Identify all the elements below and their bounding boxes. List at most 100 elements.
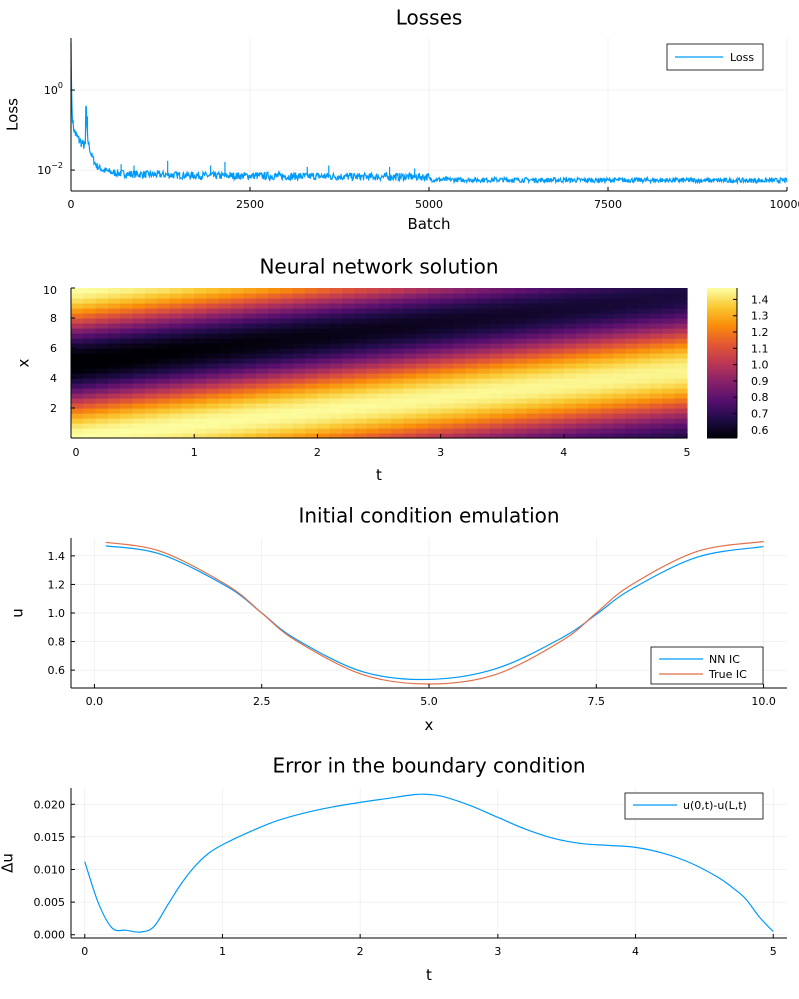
heatmap-cell: [440, 378, 454, 384]
heatmap-cells: [71, 288, 688, 439]
heatmap-cell: [625, 408, 639, 414]
heatmap-cell: [255, 408, 269, 414]
y-tick-label: 0.6: [48, 664, 66, 677]
heatmap-cell: [132, 403, 146, 409]
heatmap-cell: [157, 318, 171, 324]
y-tick-label: 8: [50, 312, 57, 325]
heatmap-cell: [637, 328, 651, 334]
heatmap-cell: [231, 298, 245, 304]
heatmap-cell: [292, 423, 306, 429]
heatmap-cell: [600, 378, 614, 384]
heatmap-cell: [440, 383, 454, 389]
heatmap-cell: [379, 368, 392, 374]
heatmap-cell: [169, 333, 183, 339]
heatmap-cell: [502, 413, 516, 419]
heatmap-cell: [83, 298, 97, 304]
heatmap-cell: [194, 333, 208, 339]
heatmap-cell: [415, 368, 429, 374]
heatmap-cell: [218, 328, 232, 334]
heatmap-cell: [489, 348, 503, 354]
heatmap-cell: [292, 398, 306, 404]
heatmap-cell: [255, 413, 269, 419]
heatmap-cell: [120, 348, 134, 354]
heatmap-cell: [120, 333, 134, 339]
heatmap-cell: [379, 293, 392, 299]
heatmap-cell: [218, 418, 232, 424]
heatmap-cell: [169, 303, 183, 309]
heatmap-cell: [181, 338, 195, 344]
heatmap-cell: [305, 333, 318, 339]
heatmap-cell: [502, 298, 516, 304]
heatmap-cell: [428, 388, 442, 394]
heatmap-cell: [489, 308, 503, 314]
heatmap-cell: [107, 358, 121, 364]
heatmap-cell: [391, 398, 405, 404]
heatmap-cell: [181, 288, 195, 294]
heatmap-cell: [95, 308, 109, 314]
heatmap-cell: [613, 353, 626, 359]
heatmap-cell: [650, 318, 663, 324]
heatmap-cell: [181, 308, 195, 314]
heatmap-cell: [428, 303, 442, 309]
heatmap-cell: [452, 433, 466, 439]
heatmap-cell: [650, 353, 663, 359]
y-tick-label: 2: [50, 402, 57, 415]
heatmap-cell: [317, 353, 331, 359]
heatmap-cell: [452, 298, 466, 304]
x-tick-label: 5: [770, 945, 777, 958]
heatmap-cell: [650, 378, 663, 384]
heatmap-cell: [194, 293, 208, 299]
heatmap-cell: [625, 313, 639, 319]
heatmap-cell: [280, 428, 294, 434]
heatmap-cell: [428, 313, 442, 319]
heatmap-cell: [354, 403, 368, 409]
legend-label: True IC: [708, 668, 747, 681]
heatmap-cell: [169, 378, 183, 384]
heatmap-cell: [255, 353, 269, 359]
heatmap-cell: [342, 288, 355, 294]
heatmap-cell: [231, 378, 245, 384]
heatmap-cell: [625, 388, 639, 394]
heatmap-cell: [329, 433, 343, 439]
heatmap-cell: [563, 328, 577, 334]
heatmap-cell: [588, 388, 602, 394]
heatmap-cell: [157, 428, 171, 434]
heatmap-cell: [403, 428, 417, 434]
heatmap-cell: [268, 303, 282, 309]
heatmap-cell: [526, 298, 540, 304]
heatmap-cell: [243, 343, 257, 349]
x-tick-label: 10.0: [751, 695, 776, 708]
y-tick-label: 0.020: [34, 798, 66, 811]
heatmap-cell: [674, 423, 688, 429]
heatmap-cell: [428, 298, 442, 304]
heatmap-cell: [428, 288, 442, 294]
heatmap-cell: [489, 333, 503, 339]
heatmap-cell: [243, 403, 257, 409]
heatmap-cell: [539, 418, 553, 424]
heatmap-cell: [366, 308, 380, 314]
heatmap-cell: [502, 368, 516, 374]
heatmap-cell: [157, 393, 171, 399]
heatmap-cell: [662, 318, 676, 324]
heatmap-cell: [650, 418, 663, 424]
heatmap-cell: [465, 398, 479, 404]
heatmap-cell: [502, 333, 516, 339]
heatmap-cell: [144, 308, 158, 314]
heatmap-cell: [206, 303, 220, 309]
heatmap-cell: [231, 368, 245, 374]
heatmap-cell: [452, 348, 466, 354]
heatmap-cell: [662, 428, 676, 434]
heatmap-cell: [526, 348, 540, 354]
heatmap-cell: [132, 428, 146, 434]
heatmap-cell: [465, 303, 479, 309]
heatmap-cell: [292, 403, 306, 409]
heatmap-cell: [379, 298, 392, 304]
heatmap-cell: [354, 303, 368, 309]
heatmap-cell: [157, 423, 171, 429]
heatmap-cell: [206, 288, 220, 294]
heatmap-cell: [391, 343, 405, 349]
heatmap-cell: [169, 293, 183, 299]
heatmap-cell: [637, 393, 651, 399]
heatmap-cell: [452, 373, 466, 379]
heatmap-cell: [428, 353, 442, 359]
